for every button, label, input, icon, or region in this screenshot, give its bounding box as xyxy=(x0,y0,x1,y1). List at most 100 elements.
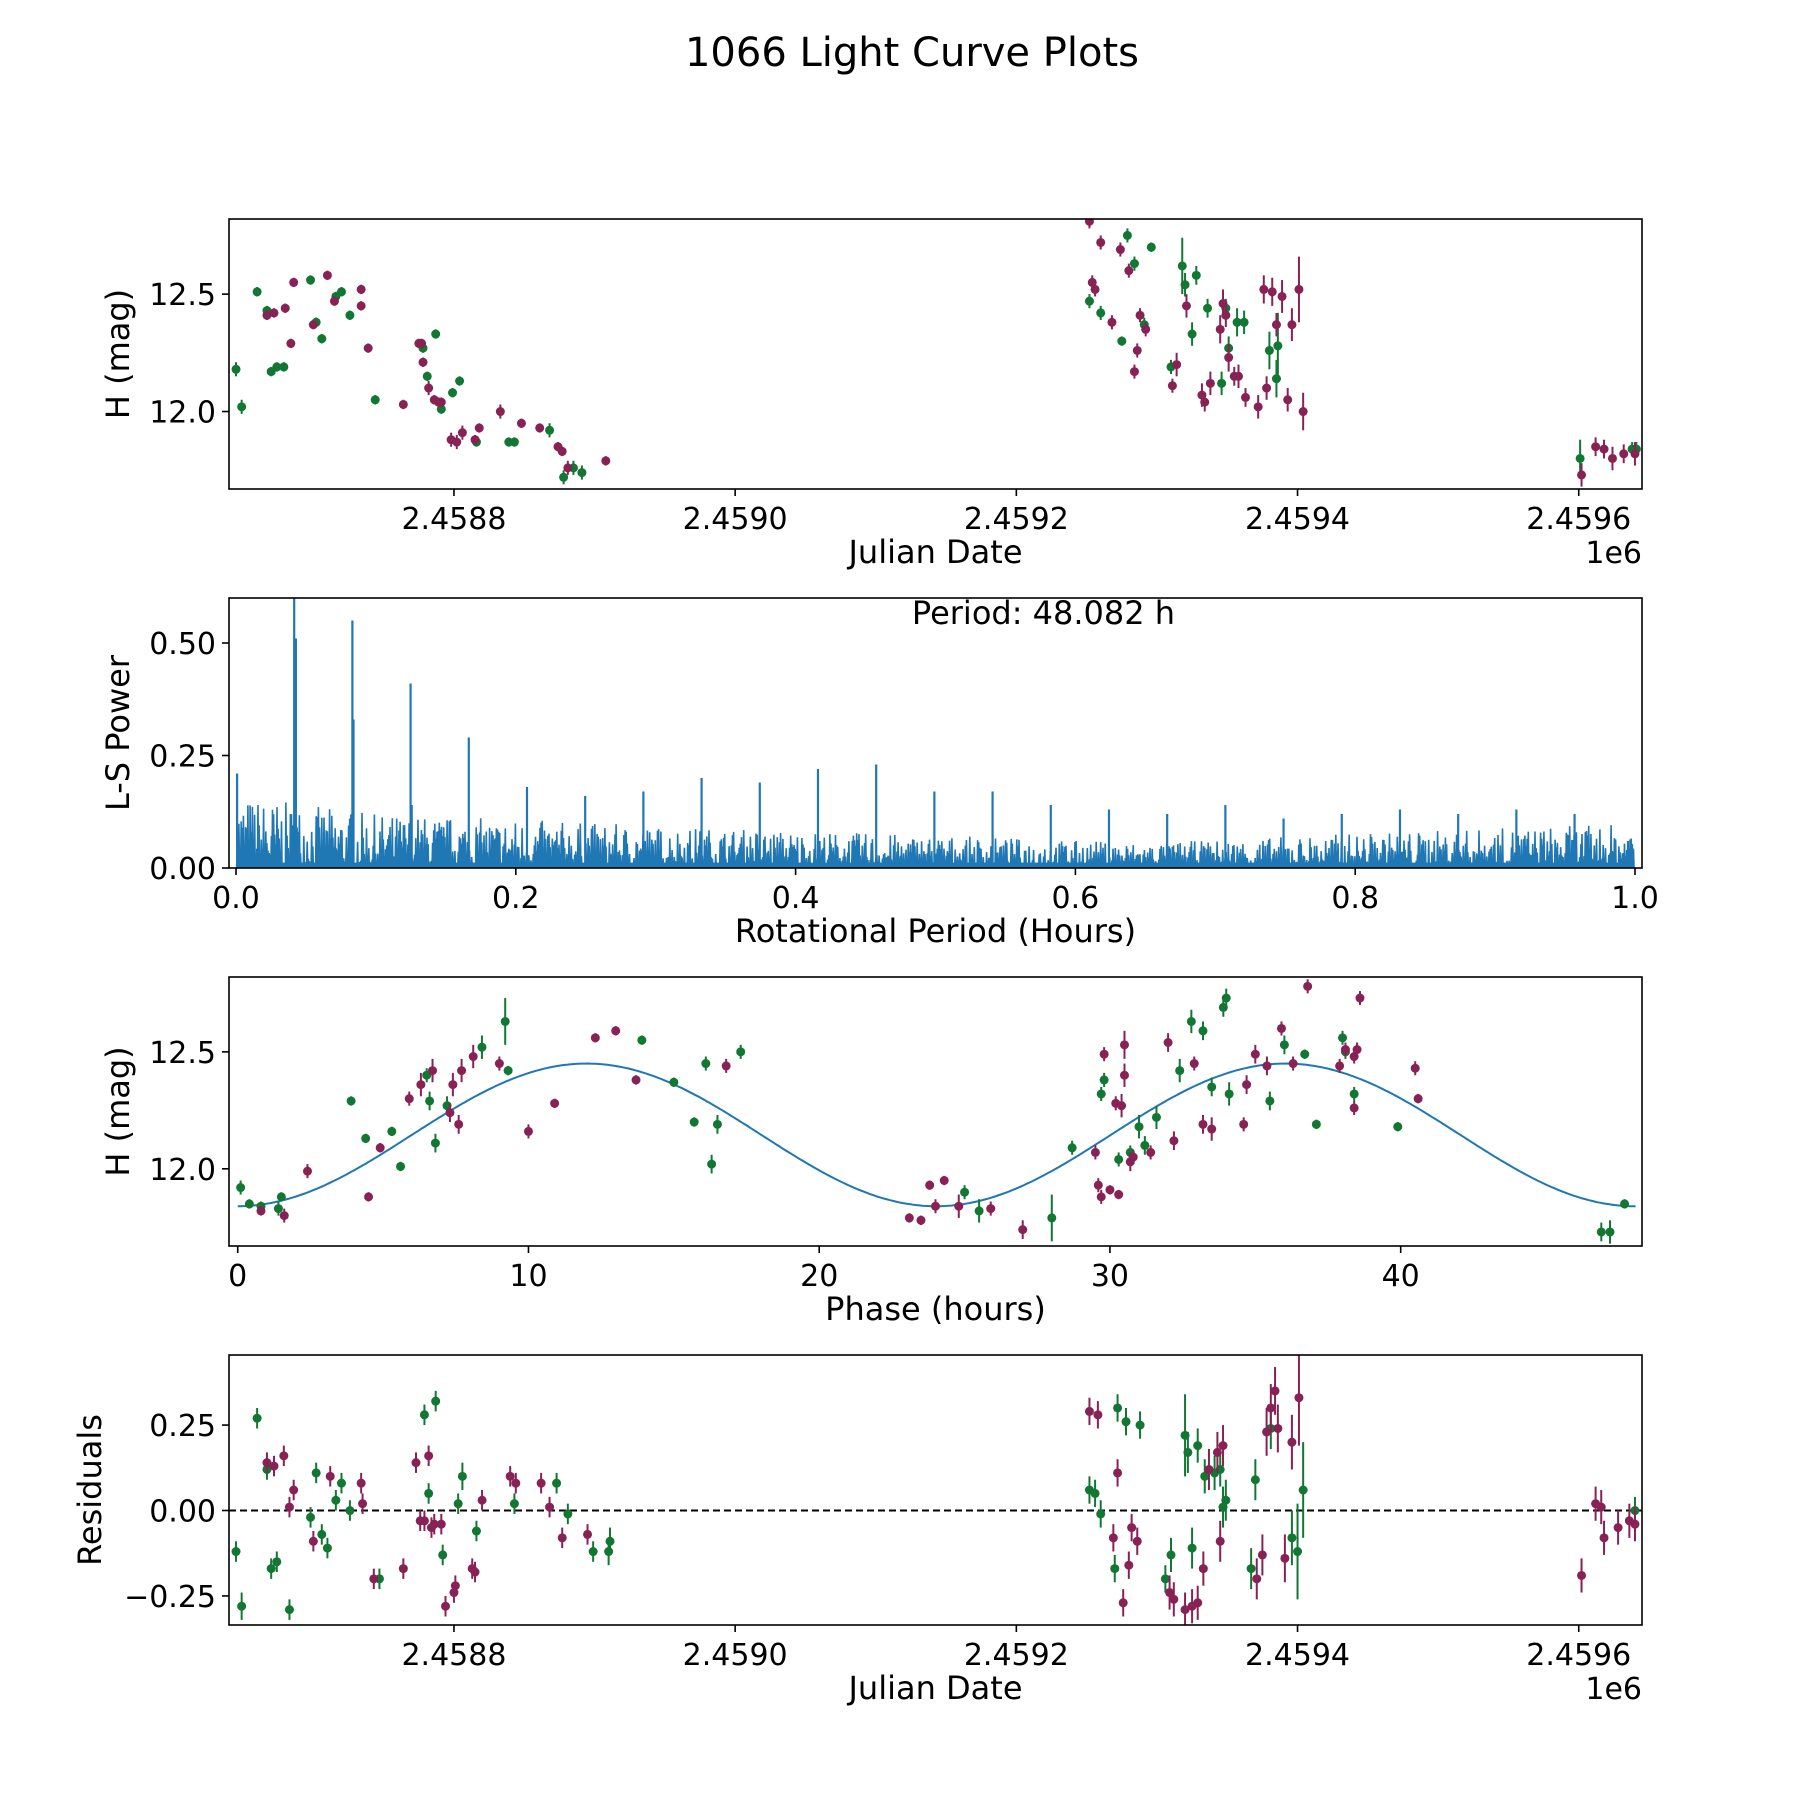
lightcurve-magenta-point-58 xyxy=(1267,287,1277,297)
phased-xlabel: Phase (hours) xyxy=(825,1290,1046,1328)
lightcurve-magenta-point-51 xyxy=(1224,353,1234,363)
lightcurve-magenta-point-24 xyxy=(495,407,505,417)
residuals-green-point-36 xyxy=(1166,1550,1176,1560)
residuals-magenta-point-4 xyxy=(289,1485,299,1495)
residuals-magenta-point-63 xyxy=(1630,1519,1640,1529)
residuals-green-point-41 xyxy=(1200,1471,1210,1481)
residuals-magenta-point-1 xyxy=(269,1461,279,1471)
residuals-green-point-38 xyxy=(1183,1447,1193,1457)
phased-magenta-point-6 xyxy=(416,1080,426,1090)
lightcurve-magenta-point-26 xyxy=(535,423,545,433)
periodogram-xtick-label-1: 0.2 xyxy=(492,881,540,916)
residuals-magenta-point-24 xyxy=(505,1471,515,1481)
periodogram-xtick-label-5: 1.0 xyxy=(1611,881,1659,916)
residuals-green-point-32 xyxy=(1113,1403,1123,1413)
lightcurve-magenta-point-8 xyxy=(356,284,366,294)
lightcurve-green-point-5 xyxy=(272,362,282,372)
residuals-xtick-label-4: 2.4596 xyxy=(1526,1638,1631,1673)
residuals-magenta-point-8 xyxy=(358,1499,368,1509)
lightcurve-green-point-37 xyxy=(1187,329,1197,339)
phased-magenta-point-43 xyxy=(1189,1059,1199,1069)
phased-magenta-point-22 xyxy=(925,1180,935,1190)
phased-magenta-point-0 xyxy=(256,1206,266,1216)
phased-magenta-point-31 xyxy=(1099,1049,1109,1059)
phased-magenta-point-1 xyxy=(279,1211,289,1221)
phased-green-point-7 xyxy=(387,1126,397,1136)
phased-model-curve xyxy=(237,1062,1636,1208)
lightcurve-green-point-36 xyxy=(1180,280,1190,290)
phased-magenta-point-5 xyxy=(404,1094,414,1104)
lightcurve-green-point-9 xyxy=(317,334,327,344)
residuals-green-point-51 xyxy=(1298,1485,1308,1495)
lightcurve-green-point-6 xyxy=(279,362,289,372)
phased-green-point-39 xyxy=(1221,993,1231,1003)
lightcurve-magenta-point-21 xyxy=(457,428,467,438)
residuals-green-point-26 xyxy=(604,1547,614,1557)
phased-xtick-label-1: 10 xyxy=(509,1259,547,1294)
lightcurve-green-point-31 xyxy=(1129,259,1139,269)
residuals-magenta-point-18 xyxy=(441,1601,451,1611)
phased-magenta-point-27 xyxy=(1018,1225,1028,1235)
residuals-green-point-30 xyxy=(1096,1509,1106,1519)
phased-magenta-point-56 xyxy=(1349,1103,1359,1113)
phased-ytick-label-0: 12.0 xyxy=(149,1153,216,1188)
phased-green-point-37 xyxy=(1207,1082,1217,1092)
residuals-x-offset-label: 1e6 xyxy=(1585,1672,1642,1707)
lightcurve-magenta-point-3 xyxy=(286,338,296,348)
phased-green-point-27 xyxy=(1096,1089,1106,1099)
lightcurve-green-point-22 xyxy=(509,437,519,447)
phased-magenta-point-47 xyxy=(1242,1080,1252,1090)
phased-green-point-26 xyxy=(1067,1143,1077,1153)
phased-magenta-point-42 xyxy=(1169,1136,1179,1146)
panel-phased: 0 10 20 30 40 12.0 12.5 Phase (hours) H (mag) xyxy=(99,976,1643,1328)
residuals-magenta-point-53 xyxy=(1273,1423,1283,1433)
lightcurve-ylabel: H (mag) xyxy=(99,289,137,419)
phased-green-point-43 xyxy=(1300,1049,1310,1059)
phased-magenta-point-57 xyxy=(1352,1045,1362,1055)
lightcurve-magenta-point-22 xyxy=(470,435,480,445)
phased-xtick-label-4: 40 xyxy=(1382,1259,1420,1294)
phased-green-point-24 xyxy=(974,1206,984,1216)
periodogram-ytick-label-0: 0.00 xyxy=(149,852,216,887)
lightcurve-magenta-point-30 xyxy=(601,456,611,466)
panel-lightcurve: 2.4588 2.4590 2.4592 2.4594 2.4596 12.0 12.5 1e… xyxy=(99,218,1643,571)
residuals-magenta-point-51 xyxy=(1266,1403,1276,1413)
periodogram-xtick-label-4: 0.8 xyxy=(1331,881,1379,916)
periodogram-baseline-band xyxy=(236,862,1635,868)
residuals-magenta-point-54 xyxy=(1280,1553,1290,1563)
lightcurve-magenta-point-55 xyxy=(1253,402,1263,412)
residuals-magenta-point-20 xyxy=(450,1581,460,1591)
residuals-green-point-23 xyxy=(552,1478,562,1488)
residuals-magenta-point-13 xyxy=(419,1516,429,1526)
residuals-green-point-33 xyxy=(1121,1417,1131,1427)
phased-green-point-34 xyxy=(1175,1066,1185,1076)
lightcurve-magenta-point-13 xyxy=(417,338,427,348)
residuals-green-point-12 xyxy=(336,1478,346,1488)
lightcurve-xtick-label-4: 2.4596 xyxy=(1526,502,1631,537)
phased-green-point-51 xyxy=(1620,1199,1630,1209)
lightcurve-green-point-39 xyxy=(1203,303,1213,313)
phased-magenta-point-14 xyxy=(523,1126,533,1136)
lightcurve-green-point-24 xyxy=(559,472,569,482)
lightcurve-magenta-point-34 xyxy=(1096,237,1106,247)
lightcurve-green-point-35 xyxy=(1177,261,1187,271)
phased-magenta-point-10 xyxy=(454,1119,464,1129)
phased-green-point-4 xyxy=(276,1192,286,1202)
phased-magenta-point-28 xyxy=(1090,1147,1100,1157)
phased-green-point-17 xyxy=(669,1077,679,1087)
lightcurve-green-point-46 xyxy=(1271,374,1281,384)
phased-magenta-point-3 xyxy=(364,1192,374,1202)
residuals-green-point-1 xyxy=(237,1601,247,1611)
lightcurve-xtick-label-3: 2.4594 xyxy=(1245,502,1350,537)
residuals-green-point-50 xyxy=(1293,1547,1303,1557)
lightcurve-green-point-43 xyxy=(1232,317,1242,327)
lightcurve-green-point-11 xyxy=(336,287,346,297)
lightcurve-green-point-2 xyxy=(252,287,262,297)
phased-green-point-35 xyxy=(1186,1016,1196,1026)
lightcurve-magenta-point-60 xyxy=(1277,291,1287,301)
residuals-green-point-5 xyxy=(272,1557,282,1567)
lightcurve-green-point-30 xyxy=(1122,230,1132,240)
lightcurve-magenta-point-70 xyxy=(1630,449,1640,459)
phased-green-point-48 xyxy=(1393,1122,1403,1132)
